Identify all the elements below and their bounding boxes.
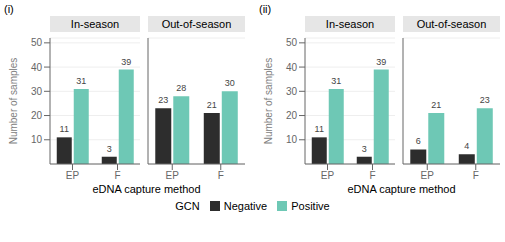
svg-text:40: 40 [31,62,43,73]
svg-text:3: 3 [107,144,112,154]
svg-text:10: 10 [286,134,298,145]
html-text:eDNA capture method: eDNA capture method [92,183,201,195]
svg-text:11: 11 [60,124,69,134]
html-text:In-season: In-season [325,18,375,30]
html-text:Positive: Positive [291,200,330,212]
svg-text:Number of samples: Number of samples [8,58,19,145]
svg-text:3: 3 [362,144,367,154]
svg-text:28: 28 [176,83,186,93]
svg-text:EP: EP [166,170,180,181]
svg-text:30: 30 [286,86,298,97]
html-text:In-season: In-season [70,18,120,30]
svg-text:10: 10 [31,134,43,145]
svg-text:30: 30 [225,78,235,88]
svg-text:50: 50 [286,37,298,48]
html-text:(i): (i) [4,3,14,15]
svg-text:39: 39 [121,57,131,67]
svg-text:31: 31 [331,76,341,86]
html-text:GCN: GCN [175,200,200,212]
svg-text:31: 31 [76,76,86,86]
svg-text:40: 40 [286,62,298,73]
svg-text:21: 21 [431,100,441,110]
svg-text:23: 23 [158,95,168,105]
html-text:Out-of-season: Out-of-season [161,18,232,30]
svg-text:EP: EP [66,170,80,181]
html-text:(ii): (ii) [259,3,272,15]
svg-text:50: 50 [31,37,43,48]
svg-text:EP: EP [421,170,435,181]
html-text:Out-of-season: Out-of-season [416,18,487,30]
html-text:Negative: Negative [223,200,268,212]
html-text:eDNA capture method: eDNA capture method [347,183,456,195]
svg-text:4: 4 [464,141,469,151]
svg-text:21: 21 [207,100,217,110]
svg-text:F: F [114,170,120,181]
svg-text:F: F [369,170,375,181]
svg-text:20: 20 [31,110,43,121]
svg-text:6: 6 [416,136,421,146]
svg-text:F: F [218,170,224,181]
svg-text:20: 20 [286,110,298,121]
svg-text:EP: EP [321,170,335,181]
svg-text:23: 23 [480,95,490,105]
svg-text:F: F [473,170,479,181]
svg-text:39: 39 [376,57,386,67]
svg-text:11: 11 [315,124,324,134]
svg-text:Number of samples: Number of samples [263,58,274,145]
svg-text:30: 30 [31,86,43,97]
